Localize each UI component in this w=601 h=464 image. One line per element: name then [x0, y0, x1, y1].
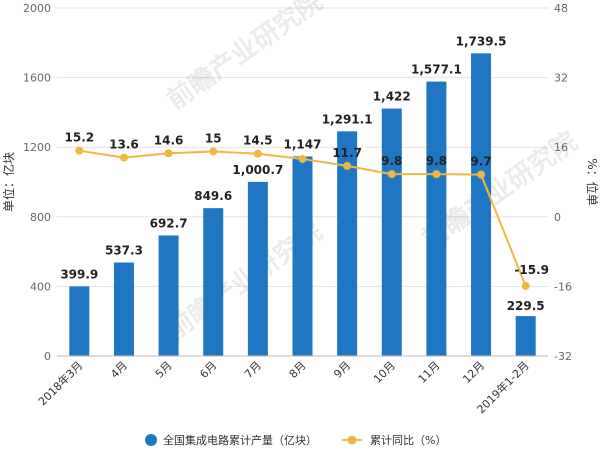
line-point-9: [432, 170, 441, 179]
y-right-tick-label: 0: [554, 211, 561, 224]
bar-value-label: 1,422: [373, 90, 411, 104]
bar-value-label: 1,147: [284, 137, 322, 151]
x-tick-label: 5月: [153, 359, 175, 381]
y-right-tick-label: 16: [554, 141, 568, 154]
legend-line-label: 累计同比（%）: [370, 434, 446, 447]
bar-value-label: 849.6: [194, 189, 232, 203]
line-point-1: [75, 146, 84, 155]
line-point-8: [387, 170, 396, 179]
y-right-tick-label: -32: [554, 350, 572, 363]
bar-6: [292, 156, 313, 356]
y-left-tick-label: 1200: [23, 141, 51, 154]
x-tick-label: 2018年3月: [35, 358, 85, 408]
bar-value-label: 399.9: [60, 267, 98, 281]
line-value-label: 9.8: [381, 154, 402, 168]
line-point-11: [521, 281, 530, 290]
y-left-tick-label: 1600: [23, 72, 51, 85]
line-point-4: [209, 147, 218, 156]
line-value-label: 14.6: [154, 133, 184, 147]
bar-value-label: 1,577.1: [411, 63, 462, 77]
legend: 全国集成电路累计产量（亿块） 累计同比（%）: [145, 433, 446, 447]
y-right-tick-label: 48: [554, 2, 568, 15]
bar-11: [515, 316, 536, 356]
bar-4: [203, 208, 224, 356]
line-value-label: 15.2: [65, 131, 95, 145]
bar-10: [471, 53, 492, 357]
line-value-label: 9.8: [426, 154, 447, 168]
bar-value-label: 1,000.7: [232, 163, 283, 177]
line-point-6: [298, 154, 307, 163]
y-left-axis-title: 单位：亿块: [1, 152, 16, 212]
line-point-2: [119, 153, 128, 162]
y-left-tick-label: 800: [30, 211, 51, 224]
legend-bar-marker: [145, 434, 157, 446]
line-point-7: [343, 161, 352, 170]
y-left-tick-label: 0: [44, 350, 51, 363]
y-right-axis-title: %：位单: [585, 158, 600, 205]
line-point-10: [477, 170, 486, 179]
x-tick-label: 7月: [242, 359, 264, 381]
y-left-tick-label: 2000: [23, 2, 51, 15]
bar-8: [381, 108, 402, 357]
x-tick-label: 9月: [331, 359, 353, 381]
y-right-tick-label: 32: [554, 72, 568, 85]
x-tick-label: 8月: [287, 359, 309, 381]
line-value-label: 11.7: [332, 146, 362, 160]
line-value-label: -15.9: [514, 263, 549, 277]
x-tick-label: 10月: [371, 359, 398, 386]
x-tick-label: 4月: [108, 359, 130, 381]
bar-value-label: 692.7: [150, 216, 188, 230]
line-point-5: [253, 149, 262, 158]
bar-1: [69, 286, 90, 356]
watermark-text: 前瞻产业研究院: [161, 0, 328, 116]
bar-value-label: 537.3: [105, 244, 143, 258]
bar-5: [247, 181, 268, 356]
x-tick-label: 6月: [197, 359, 219, 381]
line-value-label: 15: [205, 132, 222, 146]
x-tick-label: 12月: [460, 359, 487, 386]
legend-bar-label: 全国集成电路累计产量（亿块）: [163, 433, 317, 447]
line-value-label: 14.5: [243, 134, 273, 148]
bar-value-label: 1,739.5: [456, 34, 507, 48]
bar-2: [113, 262, 134, 356]
line-layer: [75, 146, 530, 290]
bar-value-label: 229.5: [507, 299, 545, 313]
y-left-tick-label: 400: [30, 280, 51, 293]
y-right-tick-label: -16: [554, 280, 572, 293]
line-value-label: 9.7: [470, 155, 491, 169]
line-point-3: [164, 149, 173, 158]
x-tick-label: 11月: [416, 359, 443, 386]
legend-line-marker: [347, 435, 357, 445]
line-value-label: 13.6: [109, 138, 139, 152]
bar-value-label: 1,291.1: [322, 112, 373, 126]
bars-layer: [69, 53, 536, 357]
labels-layer: 399.9537.3692.7849.61,000.71,1471,291.11…: [60, 34, 549, 313]
bar-7: [337, 131, 358, 356]
bar-3: [158, 235, 179, 356]
bar-9: [426, 81, 447, 357]
